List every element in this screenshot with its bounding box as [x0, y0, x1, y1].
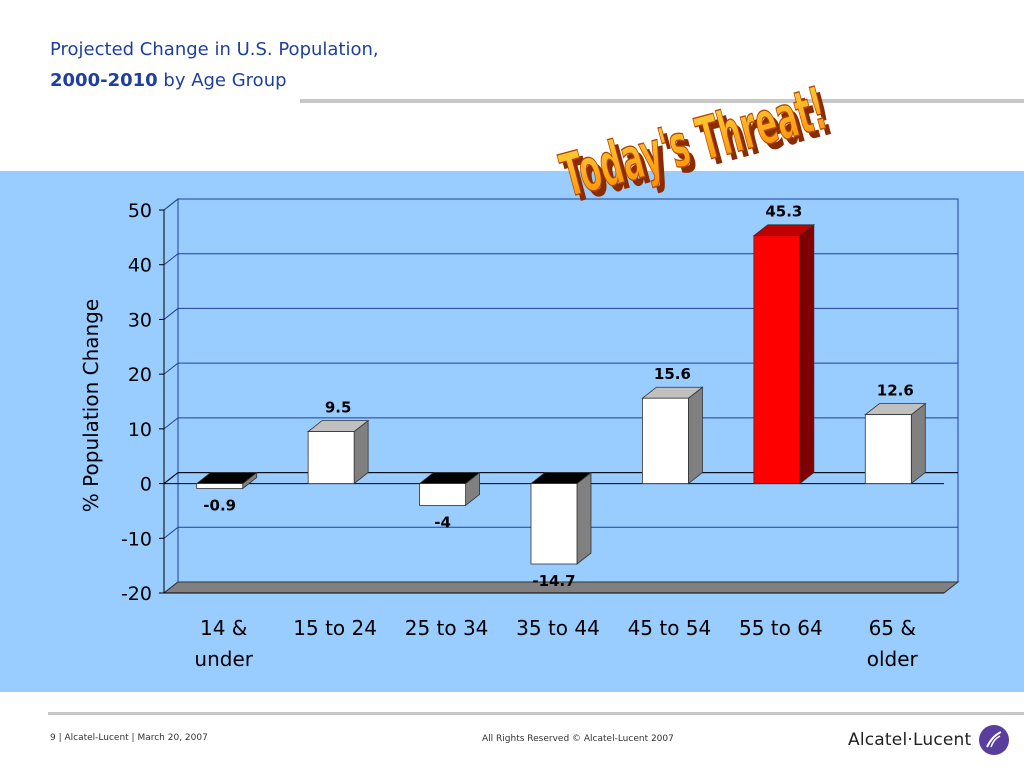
bar-value-label: -0.9	[203, 496, 236, 514]
x-category-label: 45 to 54	[628, 616, 712, 640]
footer-copyright: All Rights Reserved © Alcatel-Lucent 200…	[482, 734, 674, 744]
y-tick-label: 30	[128, 309, 152, 331]
footer-slide-info: 9 | Alcatel-Lucent | March 20, 2007	[50, 733, 208, 743]
gridline	[163, 253, 958, 266]
bar-value-label: -14.7	[532, 572, 575, 590]
bar-value-label: 12.6	[877, 382, 914, 400]
y-tick-label: 10	[128, 419, 152, 441]
bar	[642, 397, 689, 484]
bar-value-label: -4	[434, 513, 451, 531]
y-axis-title: % Population Change	[79, 299, 103, 512]
bar-value-label: 9.5	[325, 399, 352, 417]
slide-title: Projected Change in U.S. Population, 200…	[50, 34, 379, 96]
y-tick-label: 40	[128, 255, 152, 277]
x-category-label: 55 to 64	[739, 616, 823, 640]
gridline	[163, 198, 958, 211]
y-tick-label: -10	[121, 528, 152, 550]
bar-side	[910, 402, 926, 485]
bar	[864, 414, 912, 484]
footer-divider	[48, 712, 1024, 715]
bar-chart: -20 -10 0 10 20 30 40 50 -0.9 14 & under 9.5 15 to 2…	[79, 197, 960, 671]
x-category-label: 35 to 44	[516, 616, 600, 640]
bar-value-label: 15.6	[654, 365, 691, 383]
bar-value-label: 45.3	[765, 203, 802, 221]
logo-mark-icon	[979, 725, 1010, 755]
plot-side-wall	[163, 197, 179, 595]
bar	[530, 483, 578, 565]
title-divider	[300, 99, 1024, 103]
bar	[419, 483, 466, 506]
gridline	[163, 307, 958, 320]
title-line-2: 2000-2010 by Age Group	[50, 65, 379, 96]
x-category-label: 15 to 24	[293, 616, 377, 640]
x-category-label: 65 &	[869, 616, 916, 640]
gridline	[163, 362, 958, 375]
bar-side	[799, 223, 815, 485]
logo-wordmark: Alcatel·Lucent	[848, 730, 972, 750]
y-tick-label: 50	[128, 200, 152, 222]
y-tick-label: 0	[140, 474, 152, 496]
bar	[753, 235, 801, 484]
x-category-label: 25 to 34	[405, 616, 489, 640]
x-category-label: under	[194, 647, 253, 671]
bar	[307, 431, 355, 484]
title-line-1: Projected Change in U.S. Population,	[50, 39, 379, 60]
x-category-label: 14 &	[200, 616, 247, 640]
title-years: 2000-2010	[50, 70, 158, 91]
gridline	[163, 526, 958, 539]
bar	[196, 483, 244, 489]
todays-threat-wordart: Today's Threat! Today's Threat!	[554, 85, 840, 215]
bar-side	[576, 471, 592, 565]
bar-side	[688, 386, 703, 485]
title-subject: by Age Group	[157, 70, 287, 91]
x-category-label: older	[867, 647, 919, 671]
y-tick-label: 20	[128, 364, 152, 386]
alcatel-lucent-logo: Alcatel·Lucent	[848, 722, 1010, 758]
wordart-text: Today's Threat!	[554, 85, 834, 212]
y-tick-label: -20	[121, 583, 152, 605]
